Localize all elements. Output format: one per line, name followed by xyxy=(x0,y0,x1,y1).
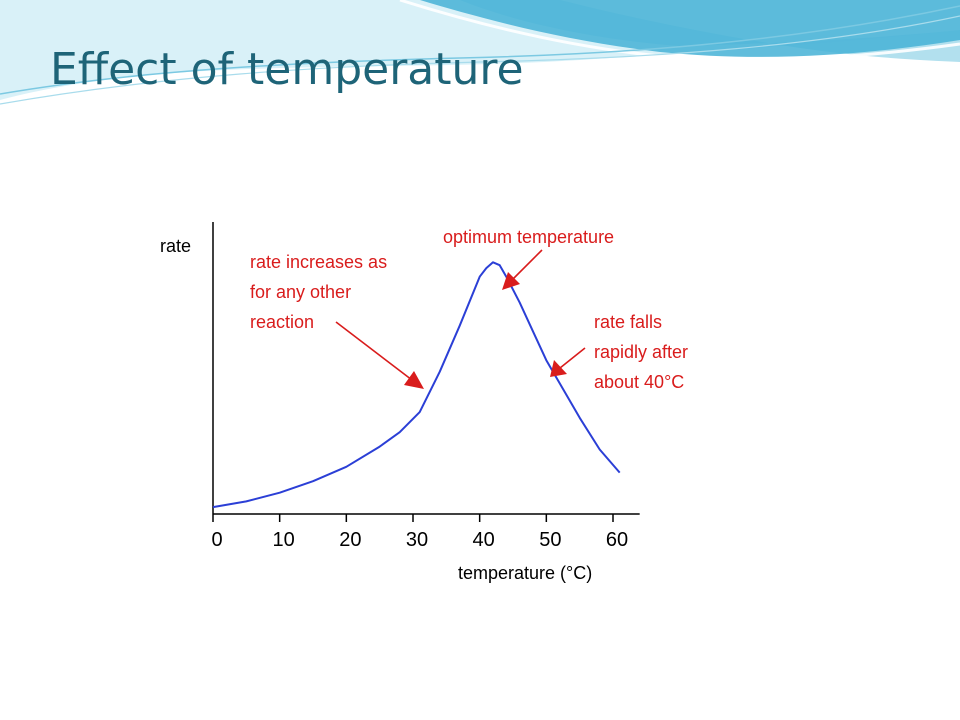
annotation-optimum-line: optimum temperature xyxy=(443,227,614,247)
series-line-0 xyxy=(212,261,621,509)
annotation-rate-falls-line-1: rate falls xyxy=(594,312,662,332)
x-tick-label: 40 xyxy=(473,529,495,551)
x-tick-label: 30 xyxy=(406,529,428,551)
wave-highlight xyxy=(399,0,960,62)
annotations: optimum temperature rate increases as fo… xyxy=(250,227,693,392)
wave-line-2 xyxy=(0,15,960,105)
annotation-rate-falls: rate falls rapidly after about 40°C xyxy=(594,312,693,392)
annotation-rate-falls-line-3: about 40°C xyxy=(594,372,684,392)
x-axis-ticks: 0 10 20 30 40 50 60 xyxy=(211,514,628,551)
x-tick-label: 60 xyxy=(606,529,628,551)
header-wave-decoration xyxy=(0,0,960,105)
arrow-optimum xyxy=(502,249,543,290)
annotation-rate-increases-line-2: for any other xyxy=(250,282,351,302)
slide-title: Effect of temperature xyxy=(50,44,524,95)
annotation-rate-increases: rate increases as for any other reaction xyxy=(250,252,392,332)
annotation-rate-falls-line-2: rapidly after xyxy=(594,342,688,362)
x-axis-label: temperature (°C) xyxy=(458,563,592,583)
annotation-optimum: optimum temperature xyxy=(443,227,614,247)
wave-line-1 xyxy=(0,5,960,95)
chart-axes xyxy=(212,222,640,515)
annotation-rate-increases-line-1: rate increases as xyxy=(250,252,387,272)
x-tick-label: 50 xyxy=(539,529,561,551)
arrow-rate-falls xyxy=(550,347,586,377)
wave-band-bright xyxy=(420,0,960,57)
x-tick-label: 10 xyxy=(273,529,295,551)
x-tick-label: 20 xyxy=(339,529,361,551)
x-tick-label: 0 xyxy=(211,529,222,551)
annotation-rate-increases-line-3: reaction xyxy=(250,312,314,332)
series-layer xyxy=(212,261,621,509)
arrow-rate-increases xyxy=(335,321,424,389)
y-axis-label: rate xyxy=(160,236,191,256)
